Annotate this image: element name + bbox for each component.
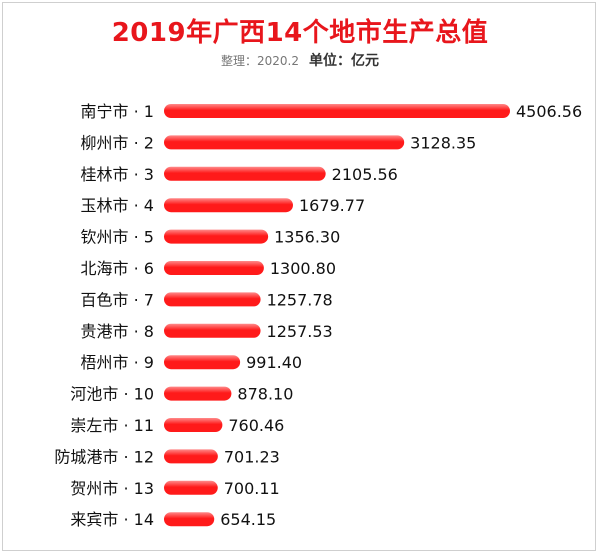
bar (164, 449, 218, 464)
value-label: 991.40 (246, 353, 302, 372)
value-label: 1257.53 (267, 322, 333, 341)
category-label: 钦州市 · 5 (81, 228, 154, 247)
category-label: 百色市 · 7 (81, 290, 154, 309)
value-label: 760.46 (228, 416, 284, 435)
category-label: 贺州市 · 13 (70, 479, 154, 498)
bar (164, 198, 293, 213)
source-note: 整理：2020.2 (221, 54, 299, 68)
bar (164, 135, 405, 150)
value-label: 701.23 (224, 447, 280, 466)
category-label: 北海市 · 6 (81, 259, 154, 278)
bar (164, 386, 232, 401)
bar (164, 512, 215, 527)
bar (164, 292, 261, 307)
chart-subtitle: 整理：2020.2 单位：亿元 (0, 50, 600, 70)
value-label: 3128.35 (410, 133, 476, 152)
bar (164, 229, 269, 244)
unit-note: 单位：亿元 (309, 53, 379, 69)
bar (164, 480, 218, 495)
bar (164, 261, 264, 275)
value-label: 1257.78 (267, 290, 333, 309)
category-label: 桂林市 · 3 (81, 165, 154, 184)
category-label: 防城港市 · 12 (54, 447, 154, 466)
chart-title: 2019年广西14个地市生产总值 (111, 18, 489, 48)
category-label: 玉林市 · 4 (81, 196, 154, 215)
chart-frame (2, 2, 596, 551)
value-label: 700.11 (224, 479, 280, 498)
value-label: 1356.30 (274, 228, 340, 247)
category-label: 来宾市 · 14 (70, 510, 154, 529)
value-label: 654.15 (220, 510, 276, 529)
category-label: 河池市 · 10 (70, 385, 154, 404)
bar (164, 418, 223, 432)
bar (164, 355, 241, 370)
category-label: 贵港市 · 8 (81, 322, 154, 341)
value-label: 4506.56 (516, 102, 582, 121)
bar (164, 166, 326, 181)
category-label: 崇左市 · 11 (70, 416, 154, 435)
value-label: 2105.56 (332, 165, 398, 184)
bar (164, 104, 510, 118)
value-label: 1300.80 (270, 259, 336, 278)
bar (164, 323, 261, 338)
value-label: 878.10 (237, 385, 293, 404)
category-label: 柳州市 · 2 (81, 133, 154, 152)
category-label: 梧州市 · 9 (81, 353, 154, 372)
value-label: 1679.77 (299, 196, 365, 215)
category-label: 南宁市 · 1 (81, 102, 154, 121)
